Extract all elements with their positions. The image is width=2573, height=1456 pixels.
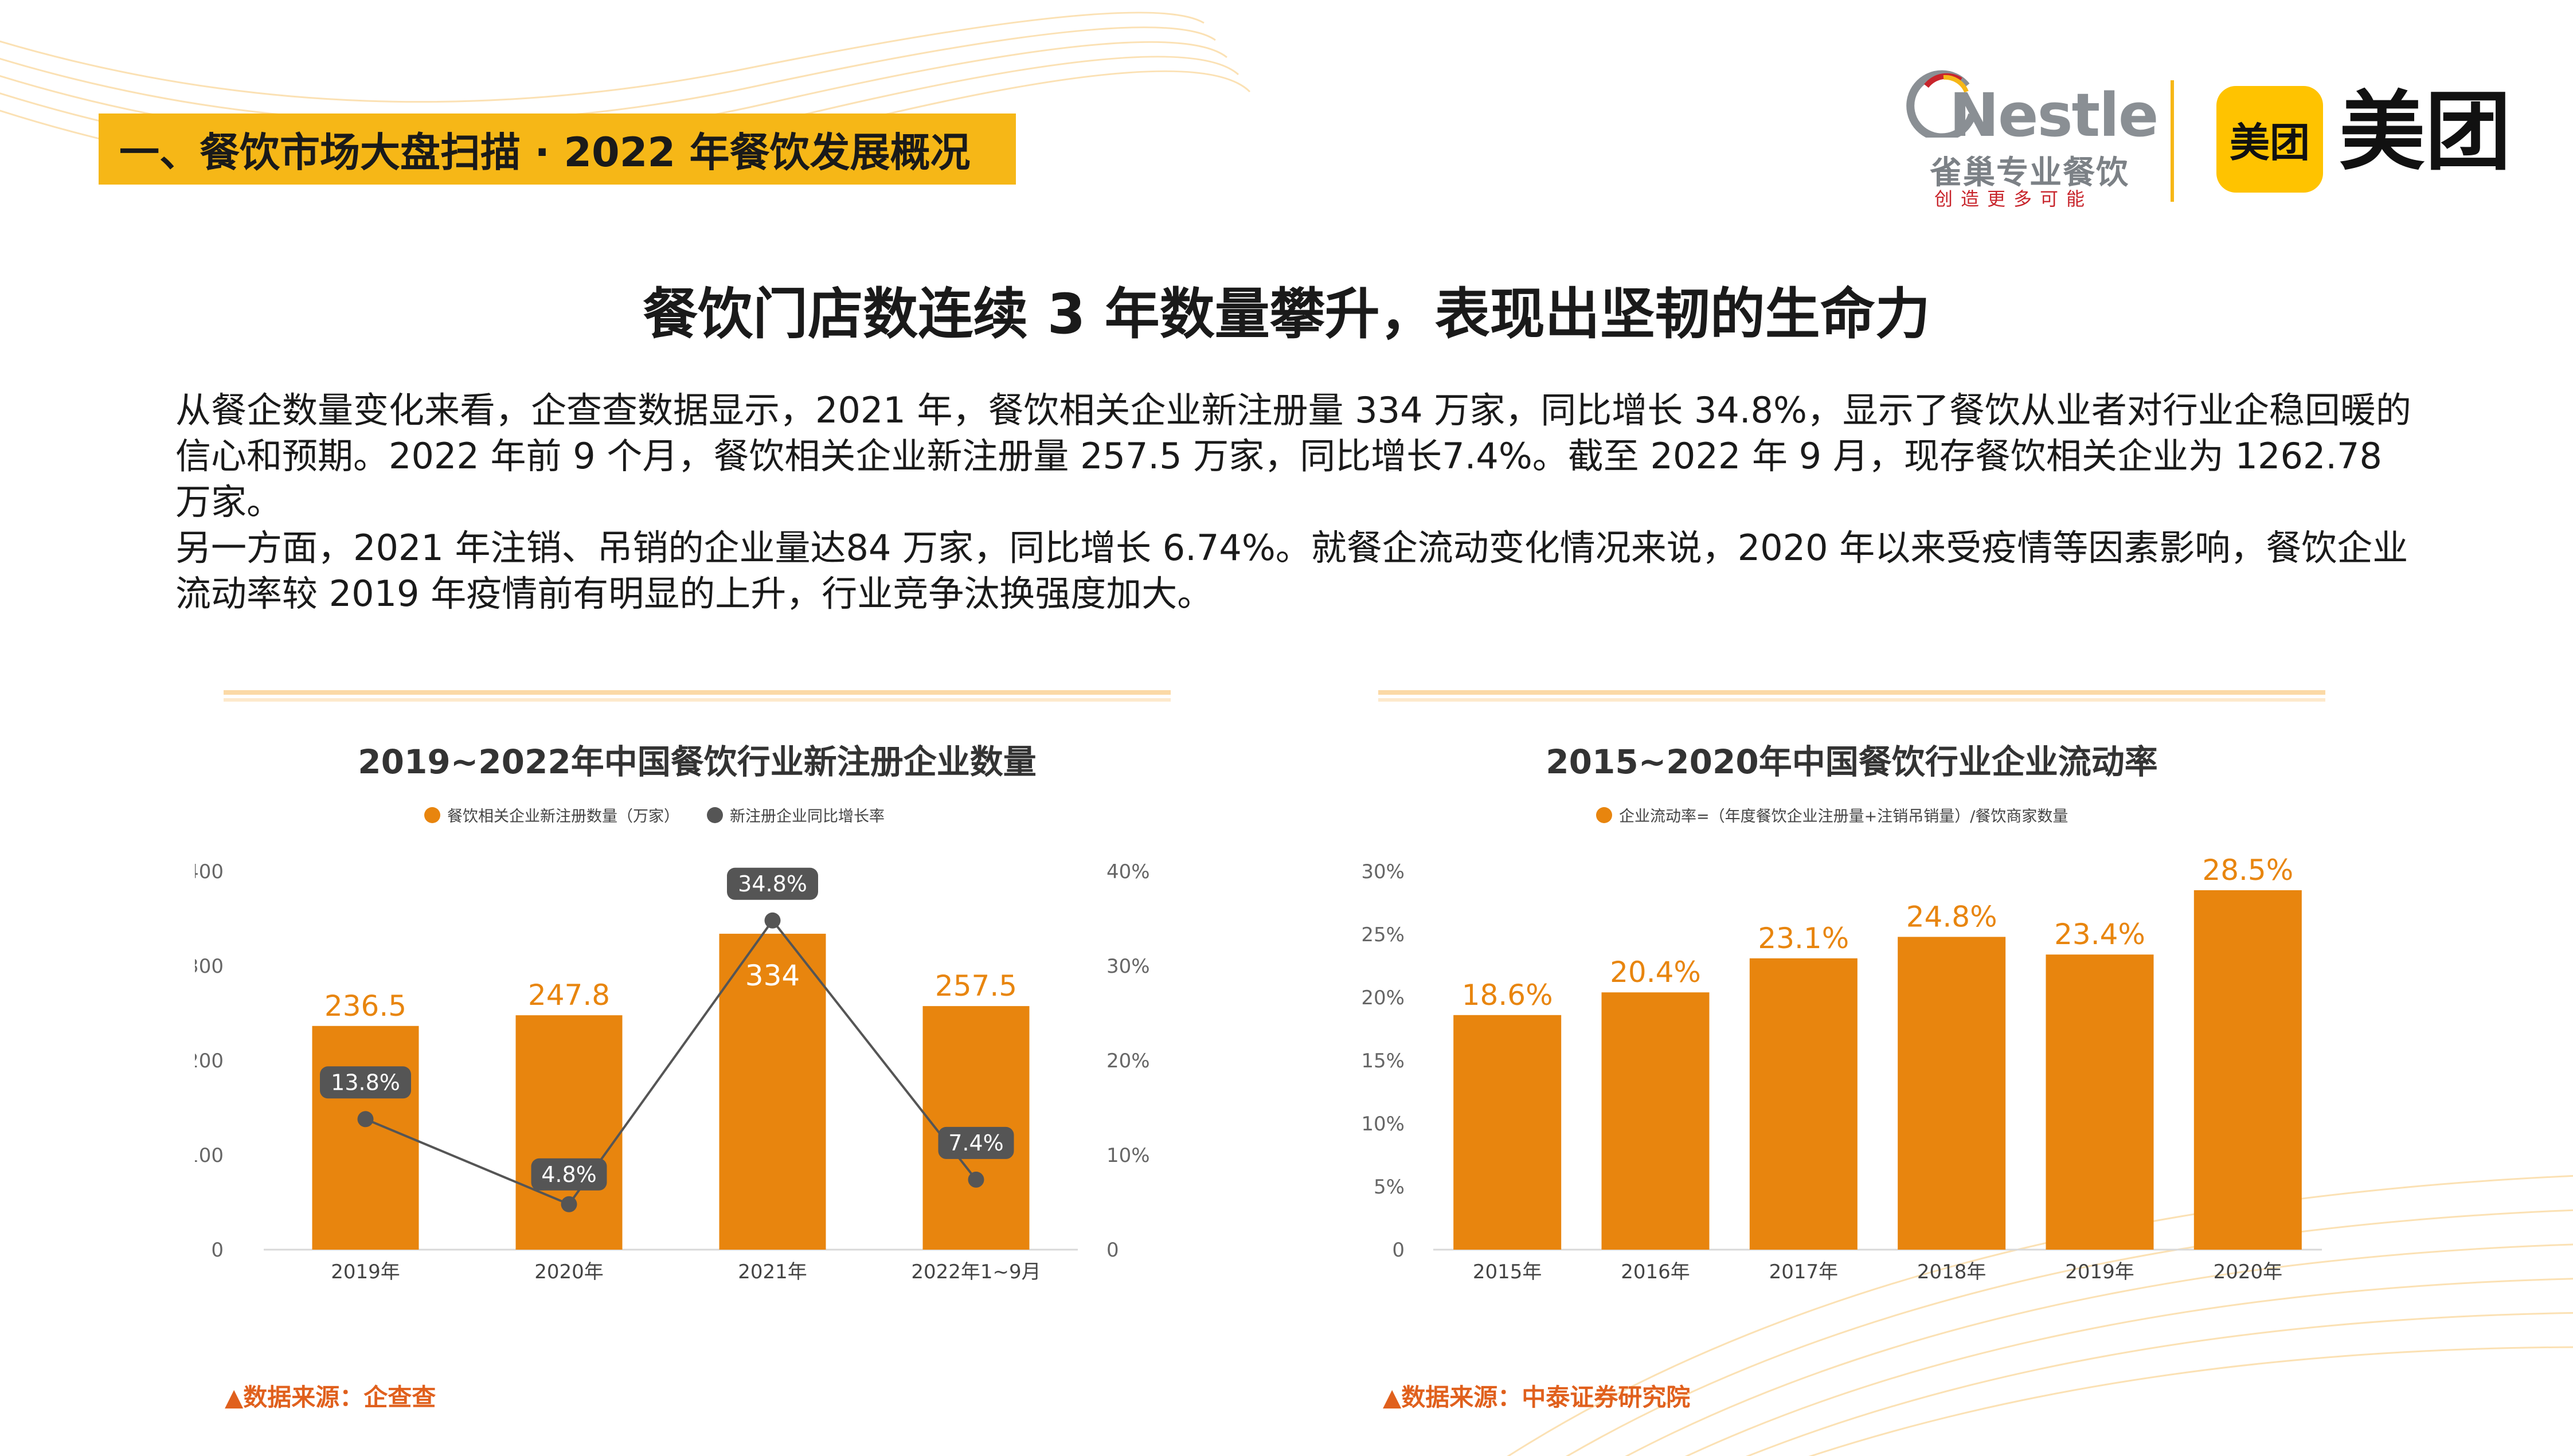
legend-label-growth: 新注册企业同比增长率 — [730, 808, 885, 825]
left-chart-source: ▲数据来源：企查查 — [225, 1383, 436, 1411]
bar-registrations — [515, 1015, 623, 1250]
y-tick-label: 0 — [1392, 1239, 1405, 1262]
bar-data-label: 247.8 — [528, 979, 610, 1012]
legend-item-registrations: 餐饮相关企业新注册数量（万家） — [424, 804, 679, 826]
y-right-tick-label: 40% — [1106, 860, 1150, 883]
right-chart-title: 2015~2020年中国餐饮行业企业流动率 — [1546, 742, 2158, 781]
y-left-tick-label: 200 — [195, 1050, 224, 1073]
x-tick-label: 2020年 — [2214, 1261, 2283, 1283]
body-paragraph-1: 从餐企数量变化来看，企查查数据显示，2021 年，餐饮相关企业新注册量 334 … — [175, 389, 2411, 523]
meituan-badge-logo: 美团 — [2216, 86, 2323, 193]
right-chart-plot: 0 5% 10% 15% 20% 25% 30% 18.6% 2015年 20.4% 2016年 23… — [1361, 854, 2322, 1283]
right-chart-source: ▲数据来源：中泰证券研究院 — [1383, 1383, 1691, 1411]
growth-data-label: 34.8% — [738, 871, 807, 897]
bar-data-label: 20.4% — [1610, 956, 1701, 989]
y-tick-label: 10% — [1361, 1113, 1405, 1136]
growth-label-box — [727, 867, 818, 900]
y-right-tick-label: 10% — [1106, 1144, 1150, 1167]
x-tick-label: 2021年 — [738, 1261, 807, 1283]
y-left-tick-label: 0 — [211, 1239, 224, 1262]
legend-label-turnover: 企业流动率=（年度餐饮企业注册量+注销吊销量）/餐饮商家数量 — [1619, 808, 2068, 825]
y-tick-label: 20% — [1361, 987, 1405, 1009]
left-chart-plot: 0 100 200 300 400 0 10% 20% 30% 40% 236.5 2019年 247.… — [195, 860, 1150, 1283]
nestle-cn-name: 雀巢专业餐饮 — [1930, 154, 2129, 191]
growth-data-label: 7.4% — [948, 1130, 1004, 1156]
x-tick-label: 2018年 — [1917, 1261, 1987, 1283]
nestle-logo: Nestle 雀巢专业餐饮 创造更多可能 — [1903, 63, 2158, 212]
bar-turnover-rate — [1453, 1015, 1562, 1250]
y-right-tick-label: 30% — [1106, 955, 1150, 978]
growth-rate-point — [561, 1196, 577, 1212]
nestle-wordmark: Nestle — [1949, 80, 2158, 150]
x-tick-label: 2022年1~9月 — [911, 1261, 1041, 1283]
x-tick-label: 2019年 — [331, 1261, 400, 1283]
bar-data-label: 23.4% — [2054, 918, 2145, 951]
nestle-slogan: 创造更多可能 — [1934, 188, 2093, 210]
bar-data-label: 18.6% — [1462, 979, 1553, 1012]
legend-item-turnover: 企业流动率=（年度餐饮企业注册量+注销吊销量）/餐饮商家数量 — [1596, 804, 2068, 826]
y-tick-label: 25% — [1361, 923, 1405, 946]
bar-registrations — [312, 1026, 419, 1250]
growth-rate-point — [357, 1111, 374, 1128]
growth-label-box — [320, 1066, 411, 1099]
bar-data-label: 257.5 — [935, 969, 1017, 1003]
growth-rate-point — [764, 912, 781, 929]
y-right-tick-label: 0 — [1106, 1239, 1119, 1262]
x-tick-label: 2015年 — [1473, 1261, 1542, 1283]
left-chart-title: 2019~2022年中国餐饮行业新注册企业数量 — [358, 742, 1037, 781]
x-tick-label: 2020年 — [534, 1261, 604, 1283]
right-panel-divider — [1378, 690, 2325, 702]
bar-data-label: 334 — [745, 959, 800, 992]
y-tick-label: 5% — [1374, 1176, 1405, 1199]
left-chart-legend: 餐饮相关企业新注册数量（万家） 新注册企业同比增长率 — [424, 804, 912, 826]
x-tick-label: 2016年 — [1621, 1261, 1690, 1283]
legend-orange-dot-icon — [1596, 807, 1612, 823]
body-paragraph-2: 另一方面，2021 年注销、吊销的企业量达84 万家，同比增长 6.74%。就餐… — [175, 527, 2408, 615]
growth-rate-line — [365, 918, 977, 1206]
meituan-wordmark: 美团 — [2339, 83, 2512, 182]
bar-data-label: 236.5 — [324, 989, 406, 1023]
growth-data-label: 13.8% — [331, 1070, 400, 1095]
bar-data-label: 28.5% — [2202, 854, 2293, 887]
growth-label-box — [938, 1126, 1014, 1159]
body-text: 从餐企数量变化来看，企查查数据显示，2021 年，餐饮相关企业新注册量 334 … — [175, 388, 2411, 617]
bar-turnover-rate — [1601, 992, 1710, 1250]
x-tick-label: 2017年 — [1769, 1261, 1839, 1283]
bar-data-label: 24.8% — [1906, 900, 1997, 933]
right-chart-legend: 企业流动率=（年度餐饮企业注册量+注销吊销量）/餐饮商家数量 — [1596, 804, 2095, 826]
bar-turnover-rate — [2046, 954, 2154, 1250]
legend-orange-dot-icon — [424, 807, 440, 823]
legend-item-growth: 新注册企业同比增长率 — [707, 804, 885, 826]
y-right-tick-label: 20% — [1106, 1050, 1150, 1073]
y-tick-label: 30% — [1361, 860, 1405, 883]
bar-turnover-rate — [1749, 958, 1858, 1250]
growth-label-box — [531, 1158, 607, 1191]
growth-data-label: 4.8% — [541, 1162, 597, 1187]
y-tick-label: 15% — [1361, 1050, 1405, 1073]
y-left-tick-label: 300 — [195, 955, 224, 978]
legend-gray-dot-icon — [707, 807, 723, 823]
bar-data-label: 23.1% — [1758, 922, 1849, 955]
x-tick-label: 2019年 — [2065, 1261, 2134, 1283]
left-panel-divider — [224, 690, 1171, 702]
section-tag: 一、餐饮市场大盘扫描 · 2022 年餐饮发展概况 — [99, 113, 1016, 185]
bar-registrations — [719, 933, 826, 1250]
page-title: 餐饮门店数连续 3 年数量攀升，表现出坚韧的生命力 — [643, 282, 1930, 346]
bar-turnover-rate — [2193, 890, 2302, 1250]
y-left-tick-label: 100 — [195, 1144, 224, 1167]
bar-turnover-rate — [1898, 937, 2006, 1250]
nestle-arc-icon — [1906, 70, 1976, 138]
legend-label-registrations: 餐饮相关企业新注册数量（万家） — [447, 808, 679, 825]
growth-rate-point — [968, 1171, 984, 1188]
logo-divider — [2171, 80, 2174, 202]
y-left-tick-label: 400 — [195, 860, 224, 883]
